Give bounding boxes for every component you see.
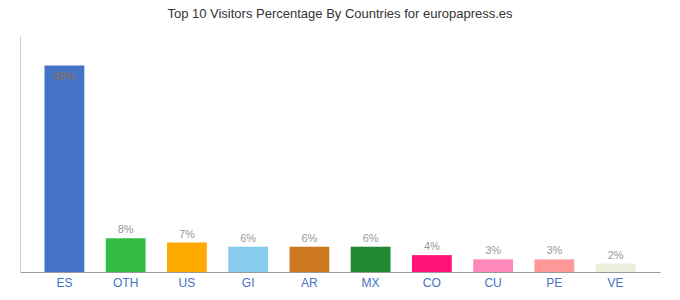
x-tick-label: CO: [423, 276, 441, 290]
bar: [473, 259, 513, 272]
x-tick-label: GI: [242, 276, 255, 290]
data-label: 7%: [179, 228, 195, 240]
bar: [534, 259, 574, 272]
bar: [44, 66, 84, 273]
x-tick-label: PE: [546, 276, 562, 290]
bar: [412, 255, 452, 272]
bar: [289, 247, 329, 272]
data-label: 4%: [424, 240, 440, 252]
x-tick: GI: [242, 276, 255, 290]
x-tick-label: VE: [608, 276, 624, 290]
x-tick: VE: [608, 276, 624, 290]
bar: [167, 243, 207, 273]
bar: [351, 247, 391, 272]
x-tick: OTH: [113, 276, 138, 290]
data-labels: 49% 8% 7% 6% 6% 6% 4% 3% 3% 2%: [53, 70, 623, 261]
data-label: 8%: [118, 223, 134, 235]
data-label: 49%: [53, 70, 75, 82]
data-label: 6%: [363, 232, 379, 244]
x-tick-label: MX: [362, 276, 380, 290]
bar: [106, 238, 146, 272]
data-label: 3%: [546, 244, 562, 256]
bar: [596, 264, 636, 272]
bars: [44, 66, 635, 273]
x-tick: ES: [56, 276, 72, 290]
y-axis-line: [20, 37, 21, 273]
bar: [228, 247, 268, 272]
x-axis: ES OTH US GI AR MX CO CU PE VE: [21, 273, 661, 290]
x-axis-line: [21, 272, 661, 273]
data-label: 6%: [301, 232, 317, 244]
x-tick-label: ES: [56, 276, 72, 290]
x-tick: AR: [301, 276, 318, 290]
data-label: 3%: [485, 244, 501, 256]
x-tick: MX: [362, 276, 380, 290]
chart: Top 10 Visitors Percentage By Countries …: [0, 0, 680, 300]
data-label: 6%: [240, 232, 256, 244]
x-tick-label: US: [179, 276, 196, 290]
y-axis: [20, 37, 21, 273]
x-tick: US: [179, 276, 196, 290]
data-label: 2%: [608, 249, 624, 261]
x-tick-label: OTH: [113, 276, 138, 290]
x-tick: CU: [484, 276, 501, 290]
plot: 49% 8% 7% 6% 6% 6% 4% 3% 3% 2% ES OTH US GI AR MX CO CU PE…: [21, 37, 661, 290]
x-tick: PE: [546, 276, 562, 290]
x-tick-label: CU: [484, 276, 501, 290]
x-tick: CO: [423, 276, 441, 290]
x-tick-label: AR: [301, 276, 318, 290]
title: Top 10 Visitors Percentage By Countries …: [167, 6, 513, 21]
